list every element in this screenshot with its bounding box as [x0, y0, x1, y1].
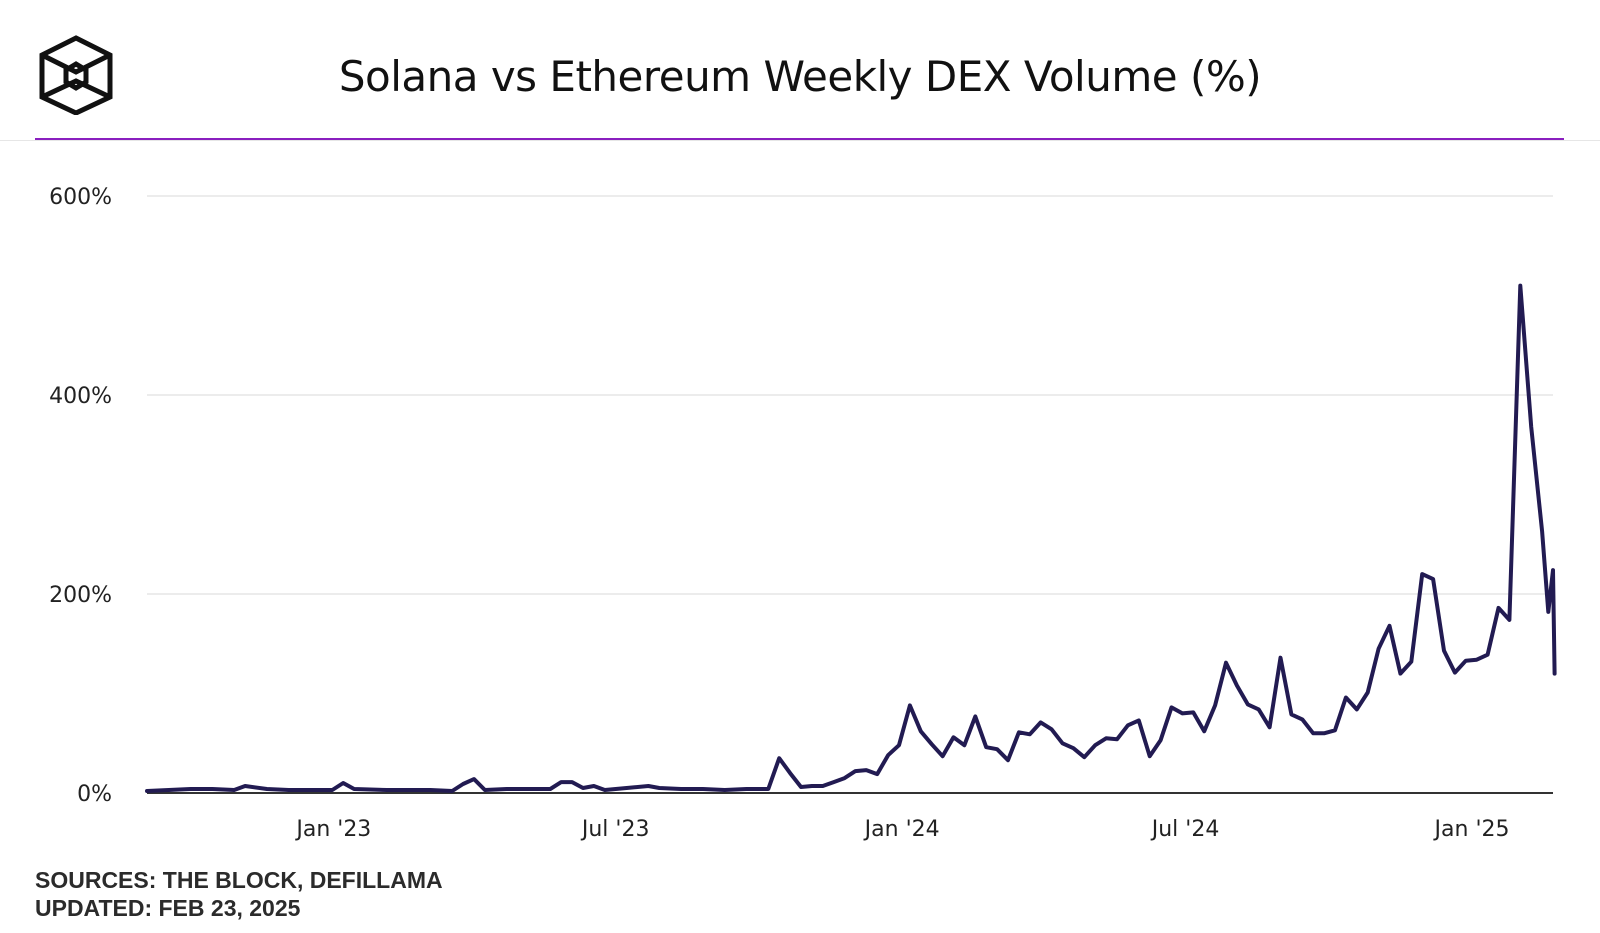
updated-note: UPDATED: FEB 23, 2025 — [35, 895, 301, 921]
chart-footer: SOURCES: THE BLOCK, DEFILLAMA UPDATED: F… — [35, 866, 443, 922]
x-axis-labels: Jan '23 Jul '23 Jan '24 Jul '24 Jan '25 — [294, 817, 1509, 842]
chart-header: Solana vs Ethereum Weekly DEX Volume (%) — [0, 0, 1600, 141]
series-line — [145, 283, 1557, 793]
title-accent-rule — [35, 138, 1564, 140]
gridlines — [147, 195, 1553, 595]
y-axis-labels: 0% 200% 400% 600% — [49, 185, 112, 807]
sources-note: SOURCES: THE BLOCK, DEFILLAMA — [35, 867, 443, 893]
y-tick-label: 400% — [49, 384, 112, 409]
x-tick-label: Jan '23 — [294, 817, 371, 842]
y-tick-label: 600% — [49, 185, 112, 210]
y-tick-label: 200% — [49, 583, 112, 608]
x-tick-label: Jan '24 — [863, 817, 940, 842]
chart-title: Solana vs Ethereum Weekly DEX Volume (%) — [338, 52, 1262, 101]
x-tick-label: Jul '23 — [580, 817, 650, 842]
x-tick-label: Jul '24 — [1150, 817, 1220, 842]
y-tick-label: 0% — [77, 782, 112, 807]
x-tick-label: Jan '25 — [1433, 817, 1510, 842]
the-block-cube-icon — [39, 35, 113, 115]
